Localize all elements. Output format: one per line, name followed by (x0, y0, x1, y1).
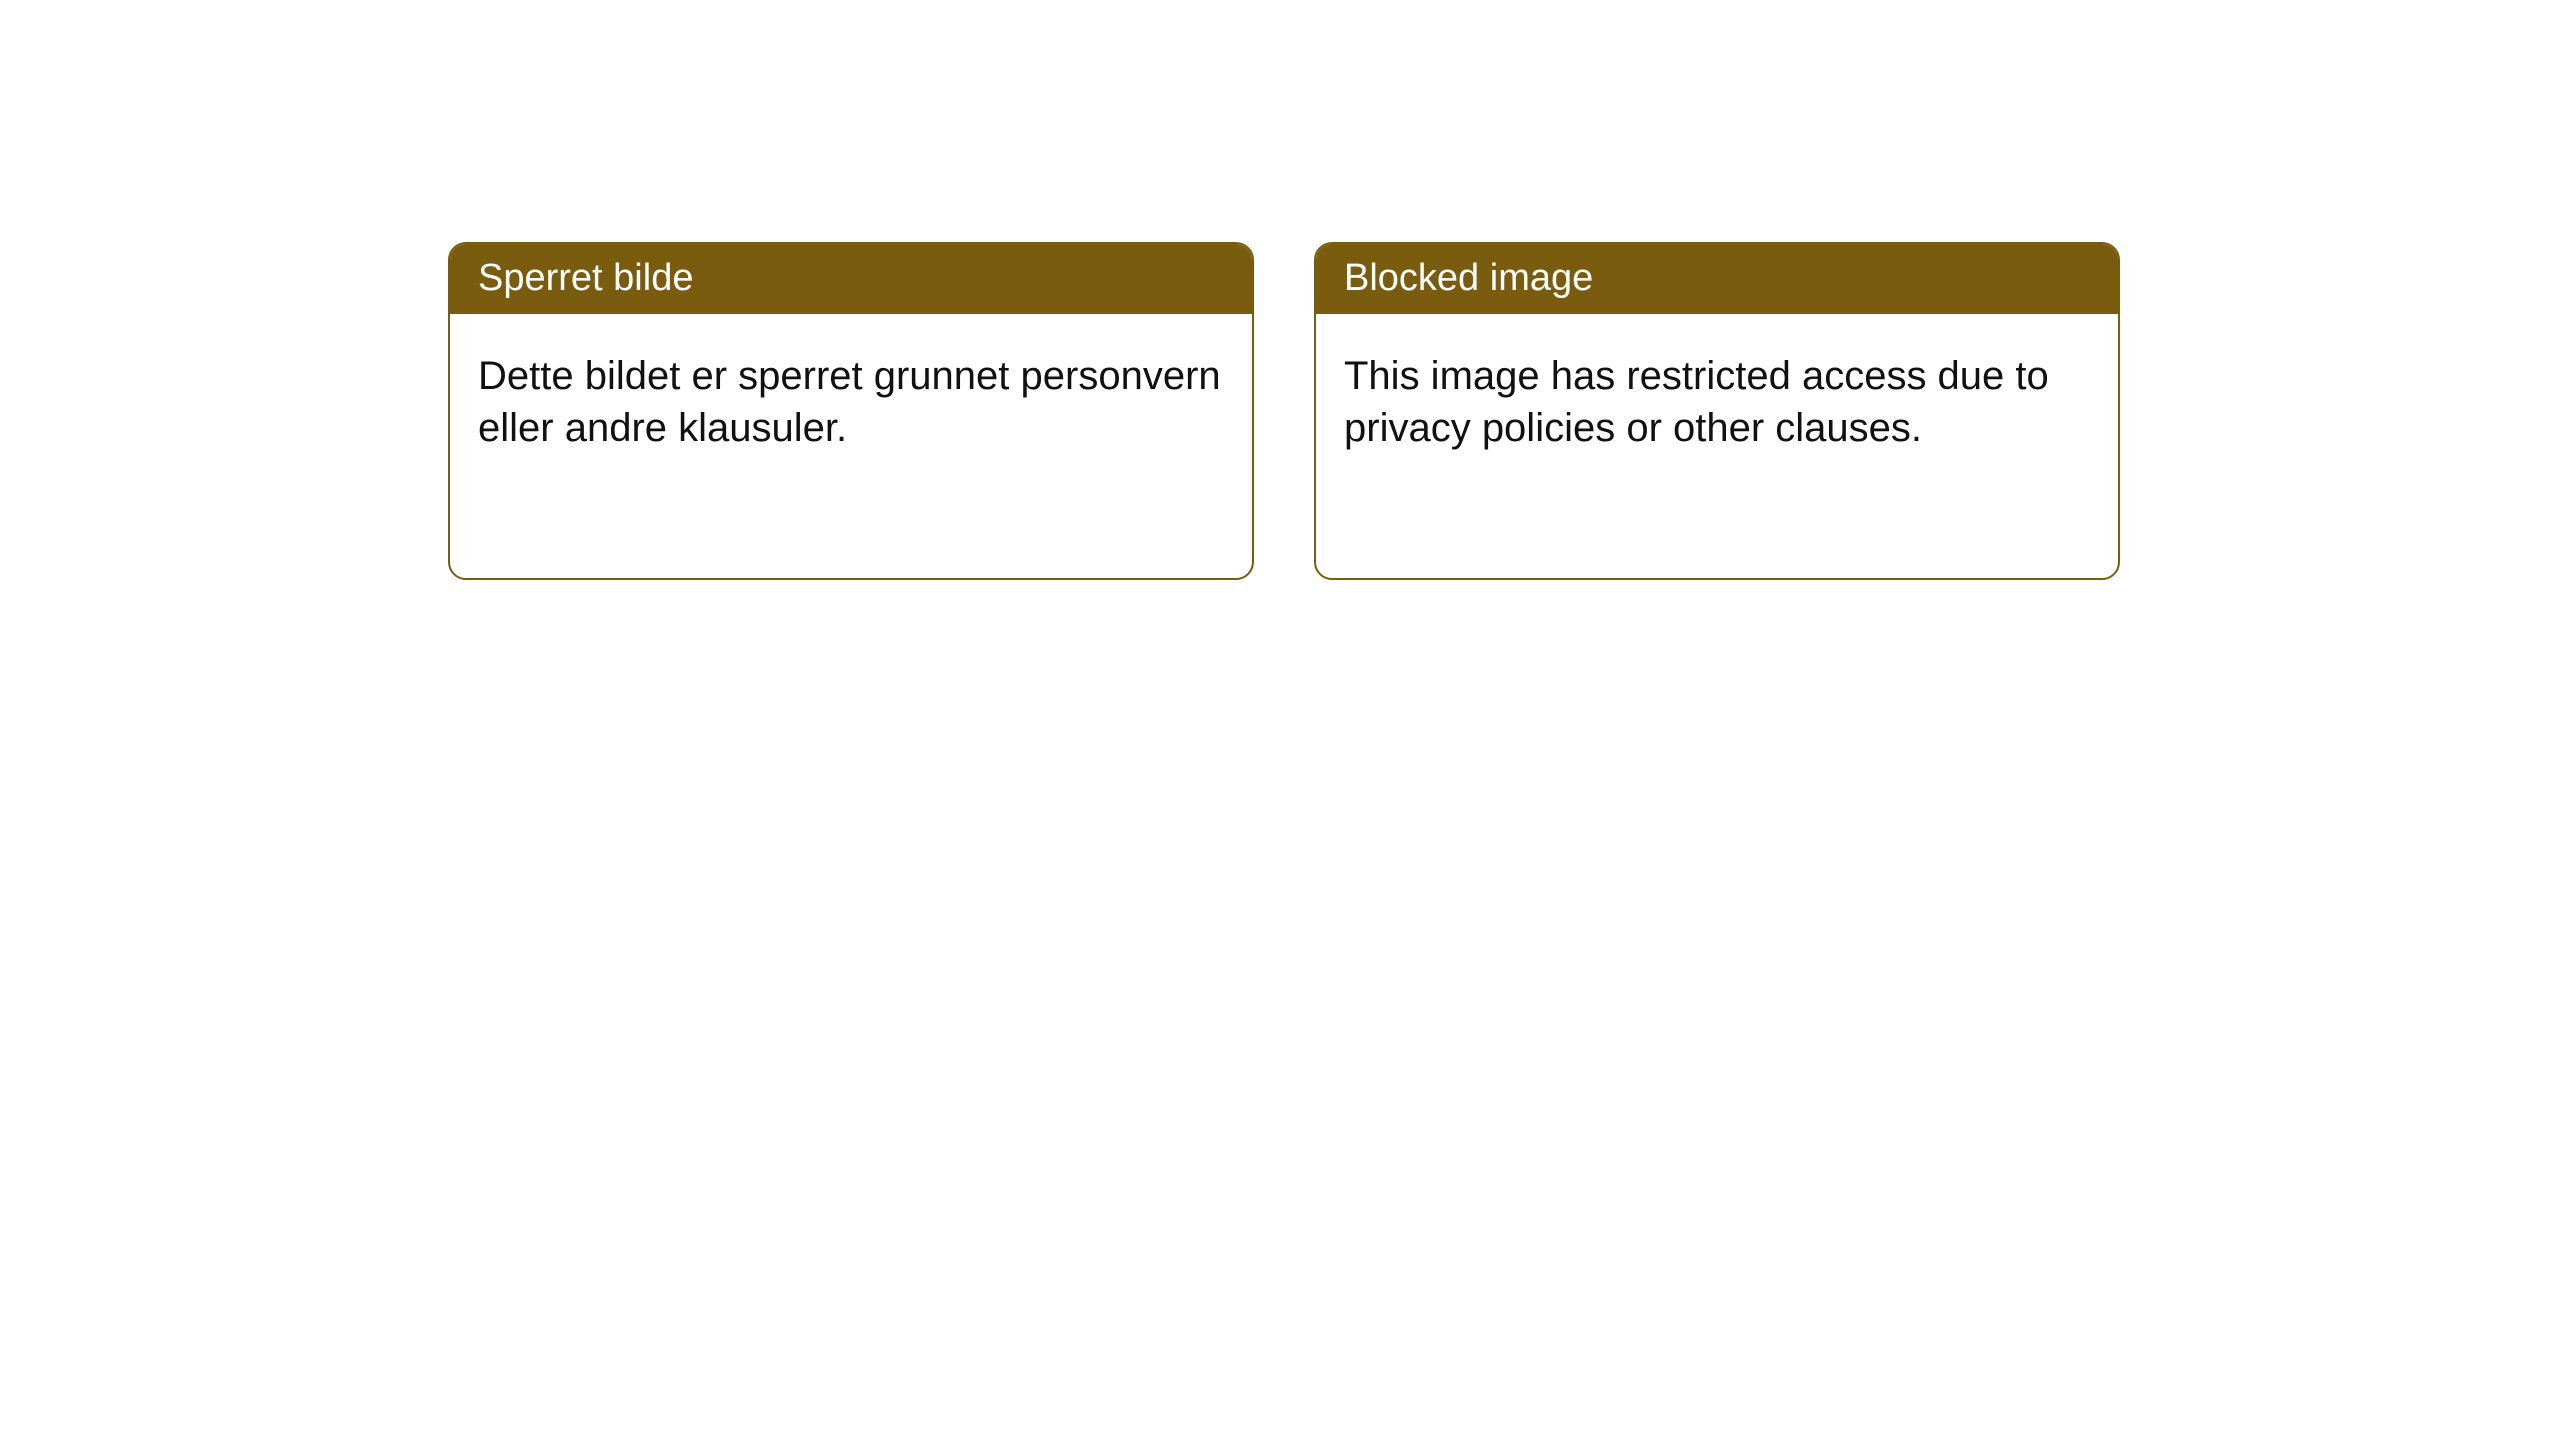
notice-card-norwegian: Sperret bilde Dette bildet er sperret gr… (448, 242, 1254, 580)
card-title: Blocked image (1316, 244, 2118, 314)
card-body: Dette bildet er sperret grunnet personve… (450, 314, 1252, 490)
card-body: This image has restricted access due to … (1316, 314, 2118, 490)
card-title: Sperret bilde (450, 244, 1252, 314)
notice-container: Sperret bilde Dette bildet er sperret gr… (448, 242, 2120, 580)
notice-card-english: Blocked image This image has restricted … (1314, 242, 2120, 580)
